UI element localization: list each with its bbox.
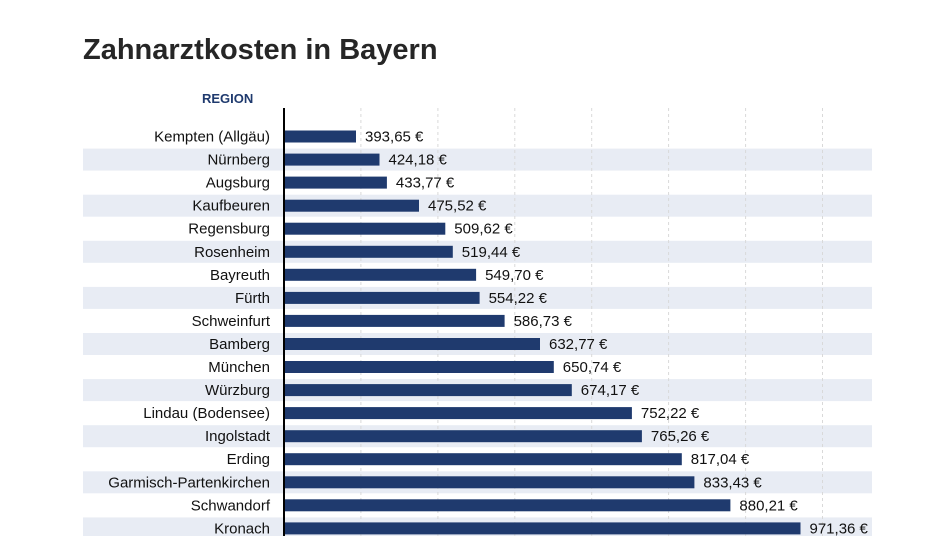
- region-column-header: REGION: [202, 91, 254, 106]
- value-label: 519,44 €: [462, 244, 521, 261]
- bar: [284, 176, 387, 189]
- bar: [284, 407, 632, 420]
- bar: [284, 291, 480, 304]
- category-label: Lindau (Bodensee): [143, 405, 270, 422]
- row-stripe: [83, 194, 872, 217]
- bar: [284, 430, 642, 443]
- value-label: 424,18 €: [389, 152, 448, 169]
- value-label: 475,52 €: [428, 198, 487, 215]
- bar: [284, 522, 801, 535]
- category-label: Kronach: [214, 520, 270, 536]
- category-label: Rosenheim: [194, 244, 270, 261]
- value-label: 817,04 €: [691, 451, 750, 468]
- value-label: 433,77 €: [396, 175, 455, 192]
- bar: [284, 476, 695, 489]
- category-label: Augsburg: [206, 175, 270, 192]
- bar: [284, 453, 682, 466]
- category-label: Garmisch-Partenkirchen: [108, 474, 270, 491]
- category-label-layer: Kempten (Allgäu) Nürnberg Augsburg Kaufbeur…: [108, 129, 271, 536]
- value-label: 632,77 €: [549, 336, 608, 353]
- value-label: 650,74 €: [563, 359, 622, 376]
- category-label: Fürth: [235, 290, 270, 307]
- category-label: Ingolstadt: [205, 428, 271, 445]
- category-label: Nürnberg: [207, 152, 270, 169]
- bar: [284, 153, 380, 166]
- bar: [284, 499, 731, 512]
- bar: [284, 361, 554, 373]
- bar: [284, 245, 453, 258]
- category-label: Schwandorf: [191, 497, 271, 514]
- bar: [284, 222, 446, 235]
- value-label: 554,22 €: [489, 290, 548, 307]
- value-label: 509,62 €: [454, 221, 513, 238]
- value-label: 674,17 €: [581, 382, 640, 399]
- category-label: Regensburg: [188, 221, 270, 238]
- value-label: 765,26 €: [651, 428, 710, 445]
- category-label: Erding: [227, 451, 270, 468]
- value-label-layer: 393,65 € 424,18 € 433,77 € 475,52 € 509,62 €…: [365, 129, 869, 536]
- category-label: Kaufbeuren: [192, 198, 270, 215]
- value-label: 880,21 €: [739, 497, 798, 514]
- value-label: 833,43 €: [703, 474, 762, 491]
- bar: [284, 130, 356, 143]
- bar: [284, 338, 540, 350]
- value-label: 752,22 €: [641, 405, 700, 422]
- category-label: München: [208, 359, 270, 376]
- row-stripe: [83, 240, 872, 263]
- category-label: Bayreuth: [210, 267, 270, 284]
- category-label: Schweinfurt: [192, 313, 271, 330]
- bar: [284, 314, 505, 327]
- chart-title: Zahnarztkosten in Bayern: [83, 34, 438, 66]
- bar: [284, 199, 419, 212]
- value-label: 971,36 €: [810, 520, 869, 536]
- bar-layer: [284, 130, 801, 535]
- value-label: 393,65 €: [365, 129, 424, 146]
- category-label: Bamberg: [209, 336, 270, 353]
- bar: [284, 268, 477, 281]
- category-label: Würzburg: [205, 382, 270, 399]
- row-stripe: [83, 148, 872, 171]
- value-label: 586,73 €: [514, 313, 573, 330]
- bar: [284, 384, 572, 397]
- category-label: Kempten (Allgäu): [154, 129, 270, 146]
- value-label: 549,70 €: [485, 267, 544, 284]
